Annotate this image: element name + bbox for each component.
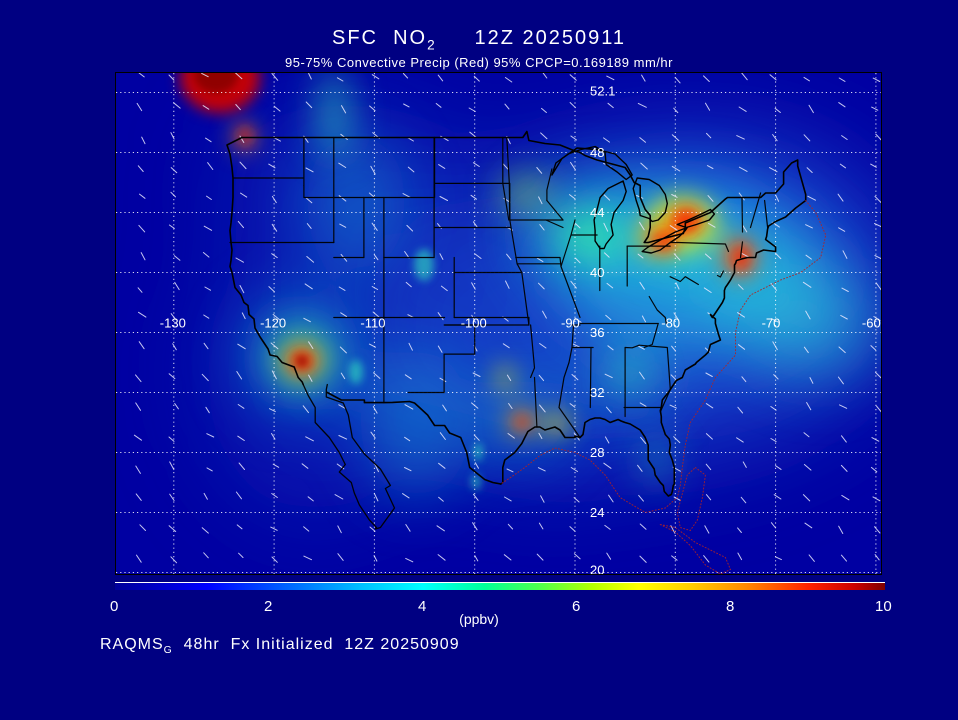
svg-text:-120: -120 bbox=[260, 316, 286, 331]
svg-text:-60: -60 bbox=[862, 316, 881, 331]
svg-text:-90: -90 bbox=[561, 316, 580, 331]
svg-text:-100: -100 bbox=[461, 316, 487, 331]
svg-text:24: 24 bbox=[590, 505, 604, 520]
svg-text:-130: -130 bbox=[160, 316, 186, 331]
svg-text:44: 44 bbox=[590, 205, 604, 220]
svg-text:-70: -70 bbox=[762, 316, 781, 331]
svg-text:36: 36 bbox=[590, 325, 604, 340]
svg-text:20: 20 bbox=[590, 563, 604, 576]
svg-text:-80: -80 bbox=[661, 316, 680, 331]
svg-text:-110: -110 bbox=[360, 316, 385, 331]
svg-text:48: 48 bbox=[590, 145, 604, 160]
svg-text:40: 40 bbox=[590, 265, 604, 280]
svg-text:28: 28 bbox=[590, 445, 604, 460]
svg-text:32: 32 bbox=[590, 385, 604, 400]
svg-text:52.1: 52.1 bbox=[590, 84, 615, 99]
